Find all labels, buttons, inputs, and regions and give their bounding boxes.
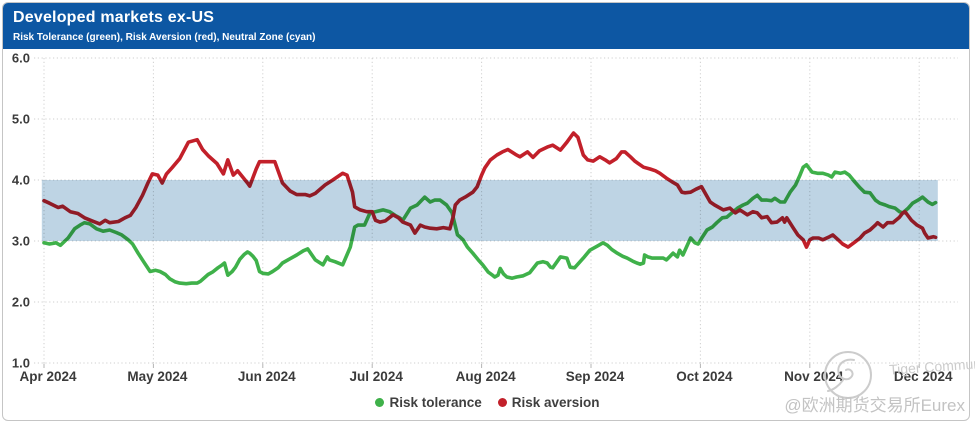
legend-item-risk-tolerance: Risk tolerance — [375, 395, 482, 410]
risk-aversion-marker-icon — [497, 398, 507, 407]
chart-subtitle: Risk Tolerance (green), Risk Aversion (r… — [13, 32, 316, 43]
legend-label-risk-tolerance: Risk tolerance — [389, 395, 482, 410]
chart-header: Developed markets ex-US Risk Tolerance (… — [3, 3, 969, 49]
legend-label-risk-aversion: Risk aversion — [511, 395, 600, 410]
watermark-handle: @欧洲期货交易所Eurex — [784, 396, 965, 415]
chart-legend: Risk tolerance Risk aversion — [0, 395, 975, 410]
risk-tolerance-marker-icon — [375, 398, 385, 407]
page-title: Developed markets ex-US — [13, 9, 215, 26]
legend-item-risk-aversion: Risk aversion — [497, 395, 600, 410]
tiger-logo-watermark-icon — [823, 350, 873, 400]
